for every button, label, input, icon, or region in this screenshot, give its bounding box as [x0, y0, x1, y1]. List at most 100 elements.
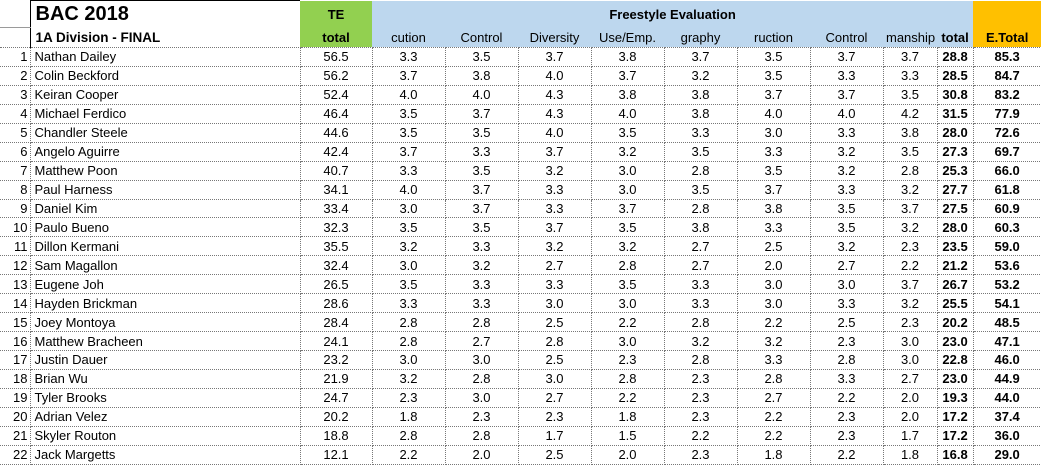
rank-cell[interactable]: 12 — [0, 255, 31, 276]
etotal-cell[interactable]: 44.9 — [973, 369, 1041, 389]
score-cell[interactable]: 3.0 — [518, 369, 592, 389]
rank-cell[interactable]: 7 — [0, 161, 31, 181]
rank-cell[interactable]: 20 — [0, 407, 31, 427]
name-cell[interactable]: Jack Margetts — [30, 445, 301, 465]
te-total-header[interactable]: total — [300, 27, 372, 48]
score-cell[interactable]: 2.8 — [664, 350, 738, 370]
score-cell[interactable]: 3.0 — [591, 180, 665, 200]
rank-cell[interactable]: 3 — [0, 85, 31, 105]
etotal-cell[interactable]: 83.2 — [973, 85, 1041, 105]
score-cell[interactable]: 3.0 — [737, 293, 811, 314]
etotal-header-spacer[interactable] — [973, 0, 1041, 28]
name-cell[interactable]: Eugene Joh — [30, 274, 301, 295]
score-cell[interactable]: 3.3 — [445, 236, 519, 257]
score-cell[interactable]: 3.3 — [737, 350, 811, 370]
score-cell[interactable]: 2.3 — [591, 350, 665, 370]
score-cell[interactable]: 3.7 — [810, 47, 884, 67]
name-cell[interactable]: Matthew Bracheen — [30, 331, 301, 351]
score-cell[interactable]: 2.8 — [445, 312, 519, 333]
score-cell[interactable]: 2.2 — [591, 312, 665, 333]
score-cell[interactable]: 3.5 — [883, 85, 938, 105]
score-cell[interactable]: 3.3 — [810, 369, 884, 389]
score-cell[interactable]: 4.2 — [883, 104, 938, 124]
score-cell[interactable]: 3.7 — [737, 180, 811, 200]
score-cell[interactable]: 3.5 — [737, 161, 811, 181]
name-cell[interactable]: Adrian Velez — [30, 407, 301, 427]
score-cell[interactable]: 3.8 — [664, 217, 738, 238]
total-cell[interactable]: 28.8 — [937, 47, 974, 67]
score-cell[interactable]: 3.3 — [664, 123, 738, 143]
name-cell[interactable]: Skyler Routon — [30, 426, 301, 446]
score-cell[interactable]: 2.2 — [372, 445, 446, 465]
total-cell[interactable]: 19.3 — [937, 388, 974, 408]
score-cell[interactable]: 3.2 — [664, 331, 738, 351]
te-total-cell[interactable]: 44.6 — [300, 123, 373, 143]
name-cell[interactable]: Paul Harness — [30, 180, 301, 200]
score-cell[interactable]: 2.8 — [664, 312, 738, 333]
te-total-cell[interactable]: 42.4 — [300, 142, 373, 162]
total-cell[interactable]: 26.7 — [937, 274, 974, 295]
rank-cell[interactable]: 22 — [0, 445, 31, 465]
score-cell[interactable]: 2.8 — [445, 369, 519, 389]
score-cell[interactable]: 3.2 — [518, 236, 592, 257]
etotal-cell[interactable]: 84.7 — [973, 66, 1041, 86]
rank-cell[interactable]: 13 — [0, 274, 31, 295]
etotal-cell[interactable]: 37.4 — [973, 407, 1041, 427]
score-cell[interactable]: 2.2 — [737, 407, 811, 427]
score-cell[interactable]: 2.7 — [810, 255, 884, 276]
score-cell[interactable]: 3.2 — [518, 161, 592, 181]
division-label[interactable]: 1A Division - FINAL — [29, 27, 300, 48]
score-cell[interactable]: 3.3 — [810, 293, 884, 314]
name-cell[interactable]: Hayden Brickman — [30, 293, 301, 314]
score-cell[interactable]: 3.0 — [372, 255, 446, 276]
score-cell[interactable]: 4.0 — [372, 85, 446, 105]
score-cell[interactable]: 2.7 — [737, 388, 811, 408]
total-cell[interactable]: 28.0 — [937, 123, 974, 143]
score-cell[interactable]: 3.7 — [810, 85, 884, 105]
te-total-cell[interactable]: 40.7 — [300, 161, 373, 181]
score-cell[interactable]: 4.0 — [372, 180, 446, 200]
te-total-cell[interactable]: 24.1 — [300, 331, 373, 351]
name-cell[interactable]: Angelo Aguirre — [30, 142, 301, 162]
score-cell[interactable]: 2.8 — [372, 312, 446, 333]
etotal-cell[interactable]: 66.0 — [973, 161, 1041, 181]
score-cell[interactable]: 2.3 — [664, 388, 738, 408]
score-cell[interactable]: 3.7 — [883, 274, 938, 295]
score-cell[interactable]: 3.5 — [445, 123, 519, 143]
te-total-cell[interactable]: 34.1 — [300, 180, 373, 200]
score-cell[interactable]: 3.2 — [883, 293, 938, 314]
score-cell[interactable]: 2.3 — [883, 312, 938, 333]
name-cell[interactable]: Tyler Brooks — [30, 388, 301, 408]
score-cell[interactable]: 3.5 — [810, 217, 884, 238]
score-cell[interactable]: 3.5 — [591, 123, 665, 143]
score-cell[interactable]: 4.0 — [810, 104, 884, 124]
total-cell[interactable]: 17.2 — [937, 426, 974, 446]
score-cell[interactable]: 3.5 — [445, 47, 519, 67]
score-cell[interactable]: 3.3 — [810, 66, 884, 86]
total-cell[interactable]: 27.7 — [937, 180, 974, 200]
total-cell[interactable]: 22.8 — [937, 350, 974, 370]
total-cell[interactable]: 31.5 — [937, 104, 974, 124]
judge-column-header[interactable]: manship — [883, 27, 937, 48]
score-cell[interactable]: 2.2 — [883, 255, 938, 276]
score-cell[interactable]: 4.0 — [445, 85, 519, 105]
rank-cell[interactable]: 8 — [0, 180, 31, 200]
rank-cell[interactable]: 16 — [0, 331, 31, 351]
score-cell[interactable]: 3.2 — [372, 369, 446, 389]
score-cell[interactable]: 2.3 — [810, 407, 884, 427]
score-cell[interactable]: 3.0 — [518, 293, 592, 314]
score-cell[interactable]: 2.3 — [445, 407, 519, 427]
score-cell[interactable]: 3.0 — [591, 161, 665, 181]
score-cell[interactable]: 3.7 — [737, 85, 811, 105]
score-cell[interactable]: 3.7 — [591, 199, 665, 219]
etotal-cell[interactable]: 77.9 — [973, 104, 1041, 124]
name-cell[interactable]: Brian Wu — [30, 369, 301, 389]
name-cell[interactable]: Sam Magallon — [30, 255, 301, 276]
score-cell[interactable]: 3.7 — [518, 142, 592, 162]
event-total-header[interactable]: E.Total — [973, 27, 1041, 48]
etotal-cell[interactable]: 36.0 — [973, 426, 1041, 446]
te-total-cell[interactable]: 56.2 — [300, 66, 373, 86]
score-cell[interactable]: 3.0 — [591, 293, 665, 314]
score-cell[interactable]: 2.7 — [883, 369, 938, 389]
score-cell[interactable]: 3.7 — [518, 47, 592, 67]
